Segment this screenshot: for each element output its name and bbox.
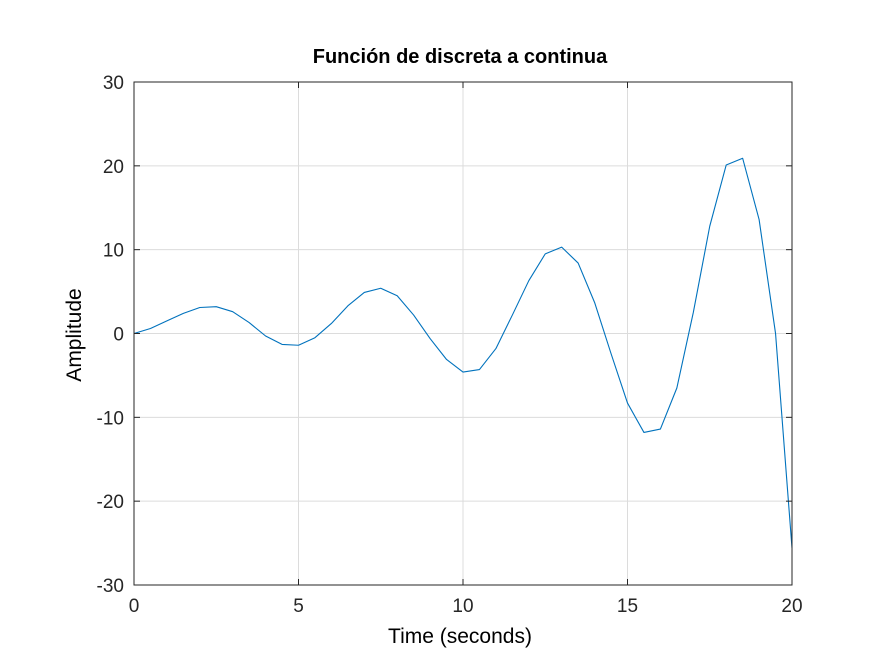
x-tick-label: 0 <box>129 596 140 617</box>
y-tick-label: 30 <box>103 73 124 94</box>
y-tick-label: 0 <box>113 325 124 346</box>
y-tick-label: 20 <box>103 157 124 178</box>
y-axis-label: Amplitude <box>63 288 86 381</box>
y-tick-label: 10 <box>103 241 124 262</box>
y-tick-label: -30 <box>97 576 124 597</box>
chart-title: Función de discreta a continua <box>313 46 608 68</box>
ticks: 0 5 10 15 20 -30 -20 -10 0 10 20 30 <box>97 73 803 617</box>
x-tick-label: 5 <box>293 596 304 617</box>
y-tick-label: -20 <box>97 492 124 513</box>
x-axis-label: Time (seconds) <box>388 625 532 648</box>
series-layer <box>133 157 793 549</box>
x-tick-label: 10 <box>452 596 473 617</box>
grid <box>133 81 793 586</box>
y-tick-label: -10 <box>97 408 124 429</box>
x-tick-label: 20 <box>781 596 802 617</box>
series-line <box>133 157 793 549</box>
x-tick-label: 15 <box>617 596 638 617</box>
